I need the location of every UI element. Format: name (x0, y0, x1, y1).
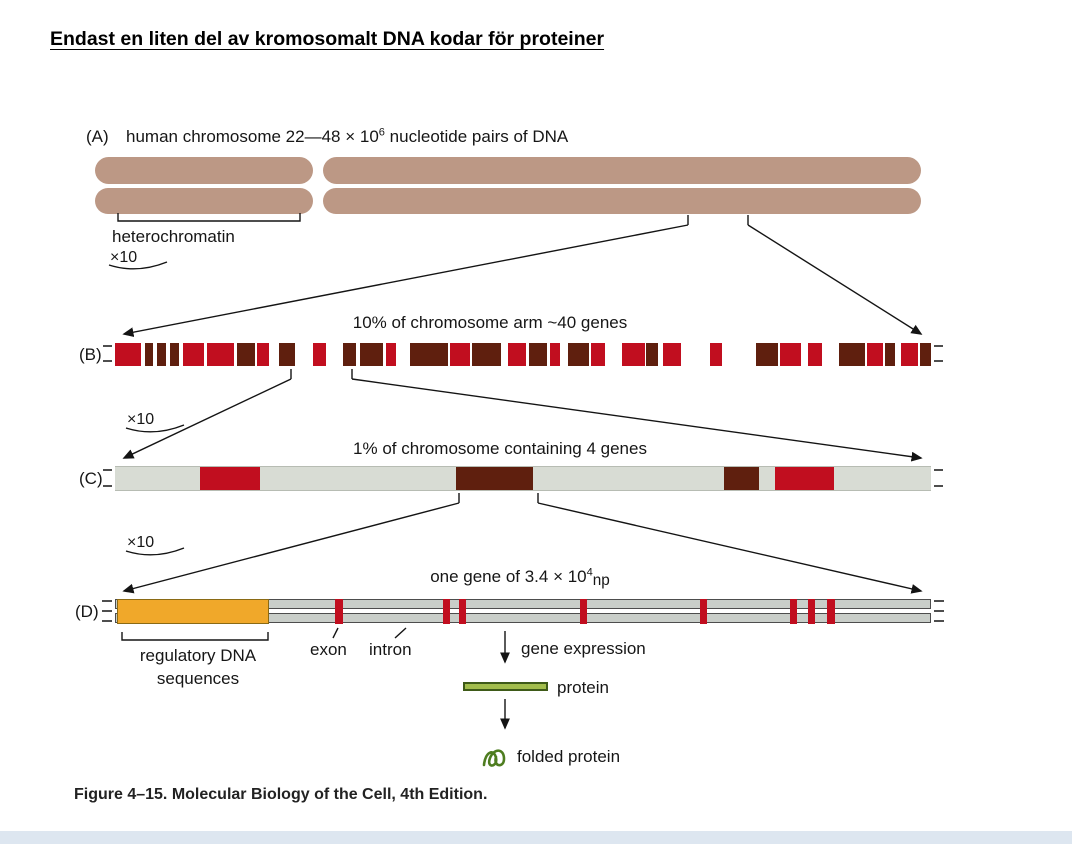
segment-red (789, 599, 798, 624)
segment-dark (567, 343, 590, 366)
panel-d-heading: one gene of 3.4 × 104np (115, 567, 925, 590)
dna-strand-top (115, 599, 931, 609)
panel-b-tag: (B) (79, 345, 102, 364)
chromosome-right-arm-bottom-chromatid (323, 188, 921, 214)
segment-red (663, 343, 682, 366)
chromosome-region-bar (115, 466, 931, 491)
segment-red (508, 343, 527, 366)
panel-b-heading: 10% of chromosome arm ~40 genes (352, 313, 628, 332)
segment-dark (410, 343, 448, 366)
bar-b-break-left (103, 345, 112, 362)
bar-d-break-right (934, 600, 944, 622)
regulatory-dna-label-line2: sequences (156, 668, 240, 688)
segment-red (199, 467, 261, 490)
segment-dark (528, 343, 548, 366)
segment-red (807, 599, 816, 624)
panel-a-heading-pre: human chromosome 22—48 × 10 (126, 127, 379, 146)
gene-expression-label: gene expression (521, 639, 646, 658)
segment-red (182, 343, 204, 366)
segment-red (385, 343, 396, 366)
segment-dark (170, 343, 180, 366)
chromosome-right-arm-top-chromatid (323, 157, 921, 184)
intron-pointer-line (394, 627, 407, 639)
segment-orange (117, 599, 270, 624)
segment-dark (646, 343, 658, 366)
segment-red (590, 343, 606, 366)
panel-a-heading: human chromosome 22—48 × 106 nucleotide … (126, 127, 568, 147)
panel-a-tag: (A) (86, 127, 109, 146)
segment-red (256, 343, 270, 366)
regulatory-dna-label: regulatory DNA sequences (103, 645, 293, 691)
protein-bar (463, 682, 548, 691)
segment-red (900, 343, 918, 366)
panel-a-heading-post: nucleotide pairs of DNA (384, 127, 569, 146)
slide-title: Endast en liten del av kromosomalt DNA k… (50, 28, 605, 50)
figure-caption: Figure 4–15. Molecular Biology of the Ce… (74, 786, 488, 803)
dna-strand-bottom (115, 613, 931, 623)
panel-c-heading: 1% of chromosome containing 4 genes (353, 439, 647, 458)
heterochromatin-label: heterochromatin (112, 227, 235, 246)
zoom-b-label: ×10 (127, 411, 155, 428)
bar-c-break-left (103, 469, 112, 487)
chromosome-left-arm-top-chromatid (95, 157, 313, 184)
folded-protein-squiggle (482, 749, 506, 767)
segment-red (866, 343, 883, 366)
zoom-c-label: ×10 (127, 534, 155, 551)
segment-red (450, 343, 470, 366)
segment-red (549, 343, 560, 366)
bar-d-break-left (102, 600, 112, 622)
protein-label: protein (557, 678, 609, 697)
heterochromatin-bracket (117, 213, 301, 222)
regulatory-bracket (121, 632, 269, 641)
segment-dark (755, 343, 779, 366)
segment-dark (920, 343, 931, 366)
segment-dark (279, 343, 296, 366)
slide-bottom-strip (0, 831, 1072, 844)
segment-red (827, 599, 835, 624)
panel-a-heading-exponent: 6 (378, 126, 385, 139)
chromosome-arm-bar (115, 343, 931, 366)
segment-red (709, 343, 723, 366)
segment-red (458, 599, 466, 624)
segment-dark (236, 343, 255, 366)
segment-red (335, 599, 343, 624)
bar-b-break-right (934, 345, 943, 362)
segment-dark (885, 343, 896, 366)
gene-bar (115, 599, 931, 624)
segment-red (115, 343, 142, 366)
segment-dark (456, 467, 533, 490)
bar-c-break-right (934, 469, 943, 487)
panel-d-tag: (D) (75, 602, 99, 621)
segment-red (580, 599, 588, 624)
exon-label: exon (310, 640, 347, 659)
segment-red (780, 343, 802, 366)
segment-dark (145, 343, 154, 366)
segment-dark (723, 467, 759, 490)
segment-dark (472, 343, 501, 366)
intron-label: intron (369, 640, 412, 659)
segment-red (807, 343, 823, 366)
zoom-a-label: ×10 (110, 249, 138, 266)
panel-d-heading-pre: one gene of 3.4 × 10 (430, 567, 587, 586)
segment-dark (342, 343, 356, 366)
segment-red (700, 599, 708, 624)
folded-protein-label: folded protein (517, 747, 621, 766)
segment-dark (157, 343, 167, 366)
segment-red (313, 343, 326, 366)
segment-red (621, 343, 645, 366)
exon-pointer-line (332, 627, 339, 639)
panel-c-tag: (C) (79, 469, 103, 488)
panel-d-heading-post: np (592, 572, 610, 589)
segment-red (775, 467, 834, 490)
segment-dark (359, 343, 384, 366)
regulatory-dna-label-line1: regulatory DNA (139, 646, 257, 665)
segment-red (207, 343, 235, 366)
segment-dark (838, 343, 865, 366)
chromosome-left-arm-bottom-chromatid (95, 188, 313, 214)
segment-red (443, 599, 451, 624)
